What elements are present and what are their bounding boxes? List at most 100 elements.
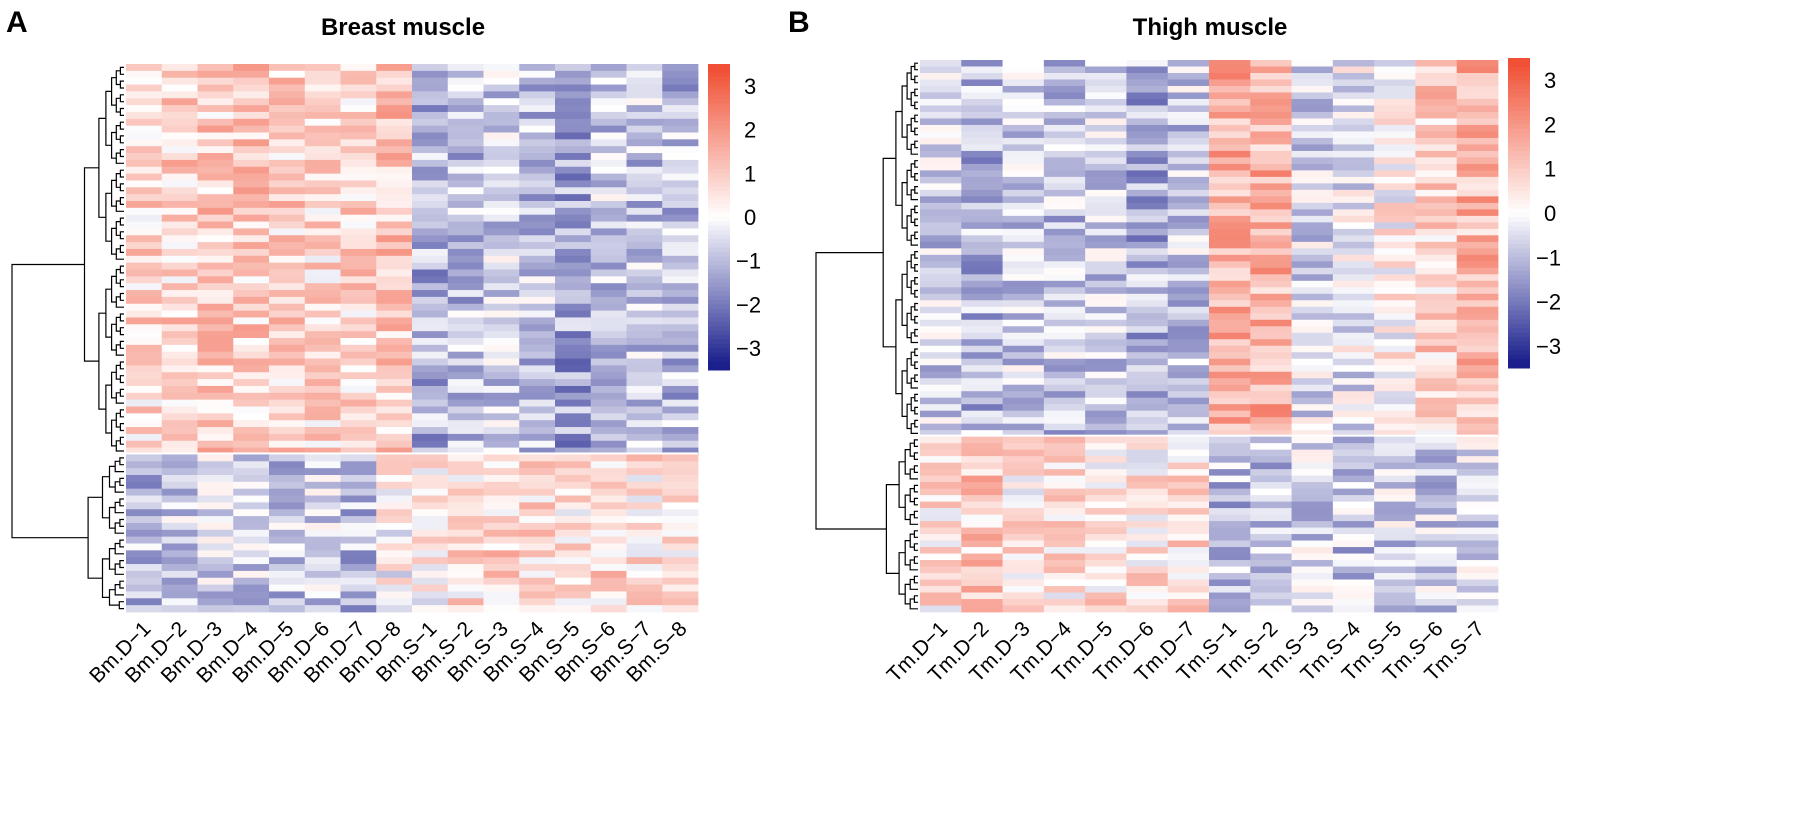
heatmap-cell — [961, 274, 1003, 282]
heatmap-cell — [1374, 72, 1416, 80]
heatmap-cell — [1209, 157, 1251, 165]
heatmap-cell — [1374, 202, 1416, 210]
heatmap-cell — [483, 509, 520, 517]
colorbar-segment — [1508, 115, 1530, 121]
colorbar-segment — [708, 112, 730, 117]
heatmap-cell — [1415, 521, 1458, 528]
heatmap-cell — [1456, 137, 1499, 145]
heatmap-cell — [519, 577, 556, 585]
heatmap-cell — [1167, 391, 1210, 399]
heatmap-cell — [1291, 488, 1334, 496]
heatmap-cell — [1415, 92, 1458, 100]
heatmap-cell — [1043, 527, 1086, 535]
heatmap-cell — [626, 180, 663, 188]
heatmap-cell — [662, 228, 699, 236]
heatmap-cell — [626, 481, 663, 490]
heatmap-cell — [1085, 449, 1127, 457]
heatmap-cell — [1209, 462, 1251, 470]
colorbar-segment — [708, 147, 730, 152]
heatmap-cell — [1209, 150, 1251, 158]
heatmap-cell — [1374, 436, 1416, 444]
heatmap-b — [920, 60, 1499, 613]
heatmap-cell — [1250, 534, 1292, 541]
heatmap-cell — [197, 132, 234, 140]
heatmap-cell — [483, 228, 520, 236]
heatmap-cell — [376, 379, 413, 387]
heatmap-cell — [1126, 293, 1169, 301]
heatmap-cell — [1085, 514, 1127, 522]
heatmap-cell — [1126, 209, 1169, 217]
heatmap-cell — [1167, 202, 1210, 210]
heatmap-cell — [961, 183, 1003, 191]
heatmap-cell — [555, 502, 592, 510]
heatmap-cell — [555, 509, 592, 517]
heatmap-cell — [1002, 488, 1045, 496]
heatmap-cell — [1167, 241, 1210, 249]
heatmap-cell — [412, 420, 449, 428]
heatmap-cell — [233, 447, 270, 455]
heatmap-cell — [626, 242, 663, 250]
heatmap-cell — [197, 283, 234, 291]
heatmap-cell — [233, 111, 270, 120]
colorbar-segment — [1508, 133, 1530, 139]
colorbar-segment — [708, 343, 730, 349]
heatmap-cell — [1250, 384, 1292, 392]
heatmap-cell — [519, 372, 556, 380]
heatmap-cell — [1209, 209, 1251, 217]
heatmap-cell — [1291, 391, 1334, 399]
heatmap-cell — [590, 392, 627, 401]
heatmap-cell — [1167, 423, 1210, 431]
heatmap-cell — [590, 372, 627, 380]
heatmap-cell — [197, 201, 234, 209]
heatmap-cell — [1126, 514, 1169, 522]
heatmap-cell — [233, 153, 270, 161]
colorbar-segment — [708, 103, 730, 109]
heatmap-cell — [483, 262, 520, 270]
heatmap-cell — [304, 351, 341, 359]
heatmap-cell — [961, 566, 1003, 574]
heatmap-cell — [961, 189, 1003, 197]
heatmap-cell — [483, 461, 520, 469]
heatmap-cell — [447, 481, 484, 490]
heatmap-cell — [126, 379, 163, 387]
heatmap-cell — [412, 77, 449, 85]
heatmap-cell — [1291, 534, 1334, 541]
colorbar-segment — [1508, 182, 1530, 187]
heatmap-cell — [555, 214, 592, 222]
heatmap-cell — [920, 501, 962, 509]
heatmap-cell — [555, 139, 592, 147]
heatmap-cell — [1002, 163, 1045, 171]
heatmap-cell — [590, 605, 627, 613]
heatmap-cell — [626, 488, 663, 496]
heatmap-cell — [1167, 326, 1210, 334]
heatmap-cell — [340, 248, 377, 257]
heatmap-cell — [161, 310, 198, 318]
heatmap-cell — [233, 372, 270, 380]
heatmap-cell — [1291, 85, 1334, 93]
heatmap-cell — [376, 214, 413, 222]
heatmap-cell — [412, 591, 449, 599]
heatmap-cell — [1332, 150, 1375, 158]
heatmap-cell — [626, 166, 663, 174]
heatmap-cell — [1126, 137, 1169, 145]
heatmap-cell — [126, 214, 163, 222]
heatmap-cell — [161, 420, 198, 428]
heatmap-cell — [197, 461, 234, 469]
heatmap-cell — [126, 509, 163, 517]
heatmap-cell — [161, 77, 198, 85]
heatmap-cell — [1332, 131, 1375, 139]
colorbar-segment — [1508, 208, 1530, 214]
heatmap-cell — [1332, 592, 1375, 600]
heatmap-cell — [626, 413, 663, 421]
heatmap-cell — [1415, 534, 1458, 541]
heatmap-cell — [1167, 462, 1210, 470]
heatmap-cell — [376, 310, 413, 318]
heatmap-cell — [1085, 553, 1127, 561]
heatmap-cell — [376, 70, 413, 79]
heatmap-cell — [1332, 384, 1375, 392]
heatmap-cell — [1291, 404, 1334, 412]
heatmap-cell — [920, 592, 962, 600]
heatmap-cell — [519, 454, 556, 462]
heatmap-cell — [126, 166, 163, 174]
colorbar-segment — [1508, 323, 1530, 329]
